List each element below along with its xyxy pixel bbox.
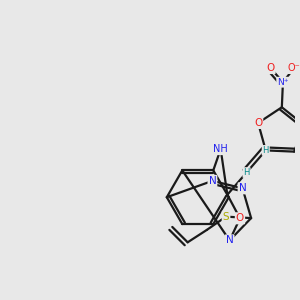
- Text: N: N: [208, 176, 216, 186]
- Text: NH: NH: [213, 144, 228, 154]
- Text: O⁻: O⁻: [288, 63, 300, 73]
- Text: O: O: [254, 118, 262, 128]
- Text: N: N: [226, 236, 233, 245]
- Text: O: O: [266, 63, 275, 73]
- Text: N⁺: N⁺: [277, 78, 289, 87]
- Text: H: H: [243, 168, 250, 177]
- Text: H: H: [262, 146, 269, 155]
- Text: O: O: [236, 213, 244, 223]
- Text: N: N: [238, 183, 246, 193]
- Text: S: S: [223, 212, 229, 222]
